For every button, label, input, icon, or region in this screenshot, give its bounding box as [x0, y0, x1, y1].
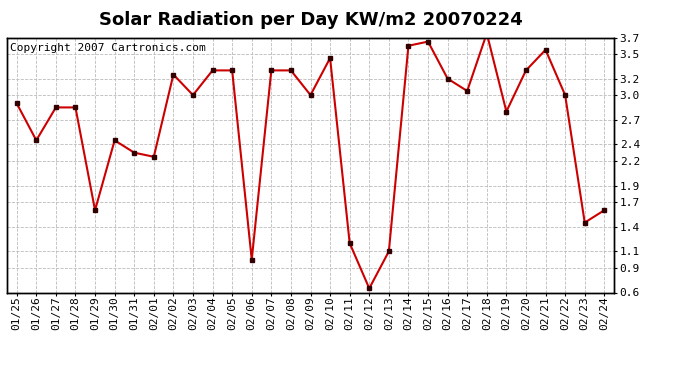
Text: Solar Radiation per Day KW/m2 20070224: Solar Radiation per Day KW/m2 20070224 — [99, 11, 522, 29]
Text: Copyright 2007 Cartronics.com: Copyright 2007 Cartronics.com — [10, 43, 206, 52]
